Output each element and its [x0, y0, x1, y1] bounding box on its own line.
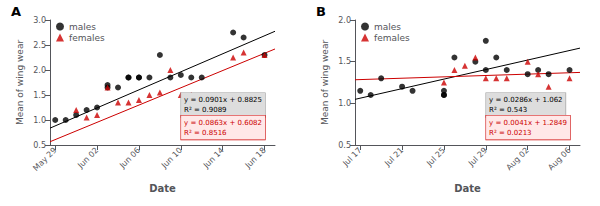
svg-text:1.5: 1.5	[338, 57, 351, 66]
svg-text:0.5: 0.5	[33, 141, 46, 150]
svg-text:A: A	[11, 4, 21, 19]
svg-text:Jul 17: Jul 17	[341, 146, 364, 169]
svg-text:2.5: 2.5	[33, 41, 46, 50]
svg-text:y = 0.0863x + 0.6082: y = 0.0863x + 0.6082	[184, 119, 262, 127]
svg-text:2.0: 2.0	[33, 66, 46, 75]
svg-text:females: females	[374, 33, 410, 43]
svg-text:2.0: 2.0	[338, 16, 351, 25]
svg-text:males: males	[374, 22, 401, 32]
svg-text:Date: Date	[149, 183, 176, 194]
svg-text:Mean of wing wear: Mean of wing wear	[15, 40, 25, 125]
svg-text:Jun 18: Jun 18	[243, 146, 268, 171]
svg-text:R² = 0.0213: R² = 0.0213	[489, 129, 531, 137]
svg-text:Jul 21: Jul 21	[382, 146, 405, 169]
svg-text:Jul 29: Jul 29	[466, 146, 489, 169]
svg-text:Date: Date	[454, 183, 481, 194]
svg-text:y = 0.0901x + 0.8825: y = 0.0901x + 0.8825	[184, 96, 262, 104]
svg-text:R² = 0.9089: R² = 0.9089	[184, 106, 226, 114]
svg-text:y = 0.0041x + 1.2849: y = 0.0041x + 1.2849	[489, 119, 567, 127]
svg-text:R² = 0.543: R² = 0.543	[489, 106, 527, 114]
svg-text:Aug 02: Aug 02	[504, 146, 530, 172]
svg-text:Aug 06: Aug 06	[546, 146, 572, 172]
svg-text:0.5: 0.5	[338, 141, 351, 150]
svg-text:females: females	[69, 33, 105, 43]
svg-text:3.0: 3.0	[33, 16, 46, 25]
svg-text:1.0: 1.0	[33, 116, 46, 125]
svg-text:B: B	[316, 4, 326, 19]
svg-text:R² = 0.8516: R² = 0.8516	[184, 129, 227, 137]
svg-text:y = 0.0286x + 1.062: y = 0.0286x + 1.062	[489, 96, 562, 104]
svg-text:males: males	[69, 22, 96, 32]
svg-text:1.5: 1.5	[33, 91, 46, 100]
svg-text:Jun 14: Jun 14	[201, 146, 226, 171]
svg-text:May 29: May 29	[31, 146, 58, 173]
svg-text:1.0: 1.0	[338, 99, 351, 108]
svg-text:Mean of wing wear: Mean of wing wear	[320, 40, 330, 125]
svg-text:Jun 10: Jun 10	[159, 146, 184, 171]
svg-text:Jun 06: Jun 06	[117, 146, 142, 171]
svg-text:Jun 02: Jun 02	[75, 146, 100, 171]
svg-text:Jul 25: Jul 25	[424, 146, 447, 169]
